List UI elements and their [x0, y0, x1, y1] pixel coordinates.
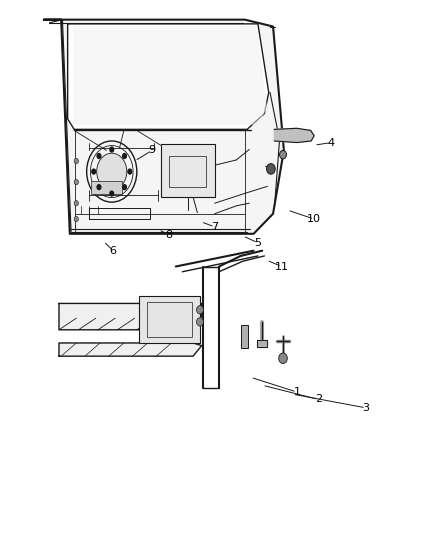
Circle shape	[109, 190, 114, 197]
FancyBboxPatch shape	[161, 144, 215, 197]
FancyBboxPatch shape	[139, 295, 200, 343]
Circle shape	[96, 184, 102, 190]
Text: 4: 4	[328, 138, 335, 148]
Circle shape	[74, 180, 78, 185]
Circle shape	[267, 164, 275, 174]
Text: 3: 3	[363, 403, 370, 413]
Circle shape	[122, 153, 127, 159]
Circle shape	[96, 153, 102, 159]
FancyBboxPatch shape	[92, 181, 122, 193]
Circle shape	[197, 318, 203, 326]
Text: 5: 5	[254, 238, 261, 248]
Circle shape	[197, 305, 203, 314]
Text: 1: 1	[293, 387, 300, 397]
Text: 8: 8	[166, 230, 173, 240]
Polygon shape	[257, 341, 268, 346]
Text: 7: 7	[211, 222, 218, 232]
Text: 10: 10	[307, 214, 321, 224]
FancyBboxPatch shape	[240, 325, 247, 348]
Polygon shape	[274, 128, 314, 142]
Circle shape	[109, 147, 114, 152]
Text: 6: 6	[110, 246, 117, 256]
Circle shape	[127, 168, 132, 175]
Circle shape	[91, 168, 96, 175]
Polygon shape	[59, 343, 202, 356]
Text: 11: 11	[275, 262, 289, 271]
Text: 9: 9	[148, 146, 155, 156]
Polygon shape	[74, 27, 267, 124]
Circle shape	[279, 353, 287, 364]
Circle shape	[279, 150, 286, 159]
Text: 2: 2	[315, 394, 322, 405]
Circle shape	[74, 216, 78, 222]
Polygon shape	[44, 20, 284, 234]
Polygon shape	[67, 24, 269, 130]
Circle shape	[97, 153, 127, 190]
Circle shape	[122, 184, 127, 190]
Circle shape	[74, 200, 78, 206]
Polygon shape	[59, 303, 202, 330]
Circle shape	[74, 158, 78, 164]
